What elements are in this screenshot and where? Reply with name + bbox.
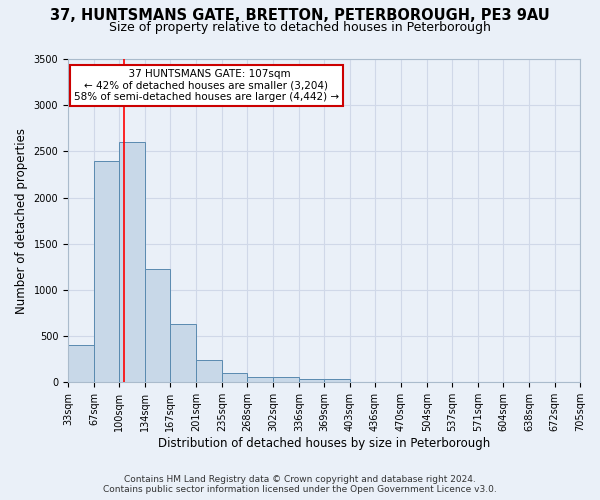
Text: 37, HUNTSMANS GATE, BRETTON, PETERBOROUGH, PE3 9AU: 37, HUNTSMANS GATE, BRETTON, PETERBOROUG… <box>50 8 550 22</box>
Bar <box>196 360 222 382</box>
Bar <box>119 142 145 382</box>
Y-axis label: Number of detached properties: Number of detached properties <box>15 128 28 314</box>
Text: 37 HUNTSMANS GATE: 107sqm
← 42% of detached houses are smaller (3,204)
58% of se: 37 HUNTSMANS GATE: 107sqm ← 42% of detac… <box>74 68 339 102</box>
Text: Size of property relative to detached houses in Peterborough: Size of property relative to detached ho… <box>109 21 491 34</box>
Text: Contains HM Land Registry data © Crown copyright and database right 2024.
Contai: Contains HM Land Registry data © Crown c… <box>103 474 497 494</box>
Bar <box>222 373 247 382</box>
Bar <box>94 160 119 382</box>
Bar <box>145 268 170 382</box>
Bar <box>324 379 350 382</box>
Bar <box>170 324 196 382</box>
Bar <box>299 379 324 382</box>
Bar <box>273 377 299 382</box>
X-axis label: Distribution of detached houses by size in Peterborough: Distribution of detached houses by size … <box>158 437 490 450</box>
Bar <box>68 346 94 383</box>
Bar <box>247 377 273 382</box>
